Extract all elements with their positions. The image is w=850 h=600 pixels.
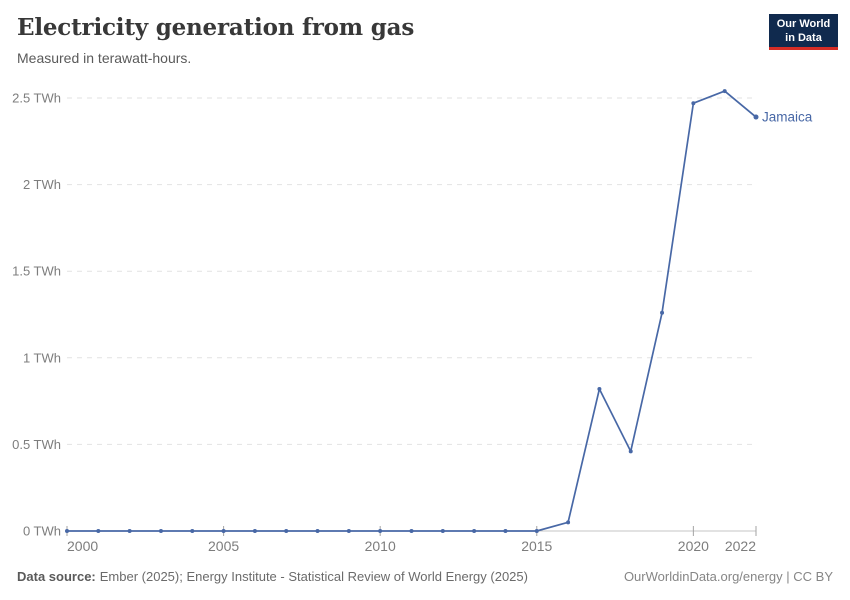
x-tick-label: 2005: [208, 538, 239, 554]
data-source-text[interactable]: Ember (2025); Energy Institute - Statist…: [99, 569, 528, 584]
y-tick-label: 1 TWh: [23, 350, 61, 365]
data-point: [660, 310, 665, 315]
owid-logo[interactable]: Our World in Data: [769, 14, 838, 50]
data-point: [722, 89, 727, 94]
series-end-point: [753, 114, 759, 120]
data-point: [346, 529, 351, 533]
data-point: [409, 529, 414, 533]
footer-credit[interactable]: OurWorldinData.org/energy | CC BY: [623, 569, 833, 584]
data-point: [597, 386, 602, 391]
data-point: [566, 520, 571, 525]
chart-canvas: 0 TWh 0.5 TWh 1 TWh 1.5 TWh 2 TWh 2.5 TWh 2000…: [12, 89, 813, 554]
data-point: [315, 529, 320, 533]
data-point: [127, 529, 132, 533]
x-tick-label: 2020: [678, 538, 709, 554]
data-point: [534, 529, 539, 533]
data-point: [190, 529, 195, 533]
owid-logo-line1: Our World: [776, 17, 831, 30]
data-point: [503, 529, 508, 533]
data-source-label: Data source:: [17, 569, 96, 584]
y-tick-label: 0.5 TWh: [12, 437, 61, 452]
data-point: [440, 529, 445, 533]
data-point: [158, 529, 163, 533]
footer-source: Data source: Ember (2025); Energy Institu…: [17, 569, 528, 584]
data-point: [65, 529, 69, 533]
owid-logo-line2: in Data: [785, 31, 822, 44]
y-tick-label: 2 TWh: [23, 177, 61, 192]
y-tick-label: 1.5 TWh: [12, 264, 61, 279]
series-line: [67, 90, 757, 532]
data-point: [221, 529, 226, 533]
x-tick-label: 2022: [725, 538, 756, 554]
data-point: [472, 529, 477, 533]
x-tick-label: 2015: [521, 538, 552, 554]
data-point: [628, 449, 633, 454]
data-point: [284, 529, 289, 533]
data-point: [691, 101, 696, 106]
data-point: [378, 529, 383, 533]
data-point: [96, 529, 101, 533]
page-title: Electricity generation from gas: [17, 14, 415, 41]
y-tick-label: 2.5 TWh: [12, 91, 61, 106]
x-tick-label: 2000: [67, 538, 98, 554]
y-tick-label: 0 TWh: [23, 524, 61, 539]
data-point: [252, 529, 257, 533]
chart-subtitle: Measured in terawatt-hours.: [17, 50, 192, 66]
x-tick-label: 2010: [365, 538, 396, 554]
series-label[interactable]: Jamaica: [762, 110, 813, 125]
